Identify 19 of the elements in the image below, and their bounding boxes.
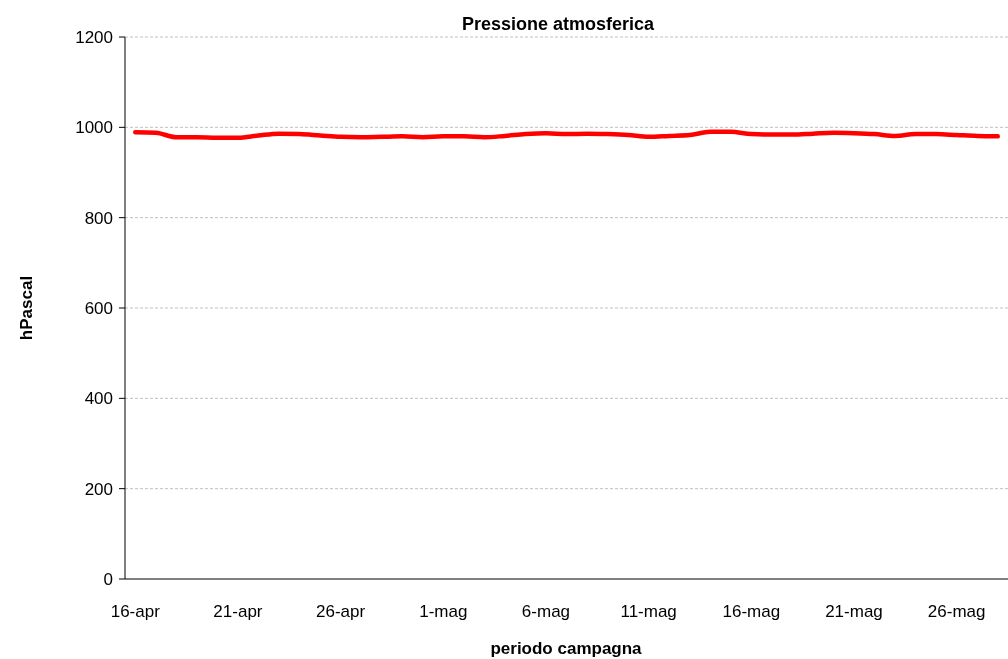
x-tick-label: 26-mag [927,602,986,621]
y-tick-label: 400 [84,389,113,409]
x-tick-label: 21-apr [213,602,263,621]
x-tick-label: 21-mag [825,602,883,621]
x-tick-label: 11-mag [620,602,677,621]
x-tick-label: 1-mag [419,602,468,621]
x-tick-label: 16-apr [110,602,161,621]
y-axis-title: hPascal [17,275,36,341]
x-tick-label: 16-mag [722,602,781,621]
chart-title: Pressione atmosferica [461,14,656,34]
x-tick-label: 6-mag [521,602,571,621]
x-axis-title: periodo campagna [490,639,643,658]
y-tick-label: 1000 [75,118,113,138]
y-tick-label: 800 [84,208,113,228]
y-tick-label: 0 [103,569,113,589]
y-tick-label: 600 [84,298,113,318]
y-tick-label: 200 [84,479,113,499]
y-tick-label: 1200 [75,27,113,47]
x-tick-label: 26-apr [316,602,366,621]
